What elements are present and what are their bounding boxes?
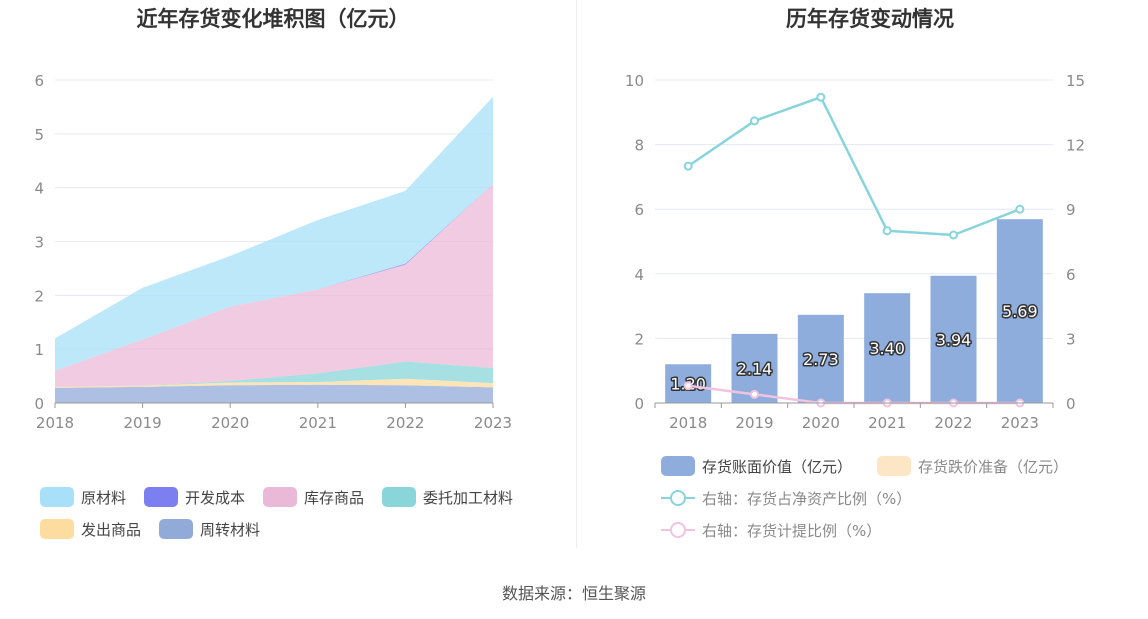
bar-book-value [797, 314, 844, 403]
right-right-y-tick: 15 [1066, 72, 1085, 90]
legend-swatch-shipped_goods[interactable] [40, 519, 74, 539]
legend-marker-line_ratio_asset[interactable] [670, 490, 686, 506]
left-x-tick: 2021 [299, 414, 337, 432]
right-x-tick: 2021 [868, 414, 906, 432]
left-y-tick: 0 [34, 395, 44, 413]
left-x-tick: 2022 [386, 414, 424, 432]
area-raw_material [55, 96, 493, 371]
legend-label-raw_material[interactable]: 原材料 [81, 489, 126, 507]
line-point-line_ratio_asset [683, 161, 693, 171]
legend-swatch-stock_goods[interactable] [263, 487, 297, 507]
bar-value-label: 5.69 [1002, 302, 1038, 321]
data-source-note: 数据来源：恒生聚源 [501, 584, 646, 603]
legend-swatch-dev_cost[interactable] [144, 487, 178, 507]
legend-swatch-outsourced[interactable] [382, 487, 416, 507]
line-line_ratio_asset [687, 95, 1021, 237]
right-right-y-tick: 0 [1066, 395, 1076, 413]
legend-label-shipped_goods[interactable]: 发出商品 [81, 521, 141, 539]
left-y-tick: 1 [34, 341, 44, 359]
legend-label-line_ratio_provision[interactable]: 右轴：存货计提比例（%） [702, 522, 881, 540]
area-outsourced [55, 361, 493, 387]
line-point-line_ratio_provision [750, 389, 759, 399]
legend-label-stock_goods[interactable]: 库存商品 [304, 489, 364, 507]
legend-label-bar_reserve[interactable]: 存货跌价准备（亿元） [918, 458, 1068, 476]
area-shipped_goods [55, 378, 493, 388]
right-left-y-tick: 0 [634, 395, 644, 413]
line-point-line_ratio_asset [949, 230, 958, 240]
line-point-line_ratio_asset [750, 116, 759, 126]
left-chart-title: 近年存货变化堆积图（亿元） [137, 7, 410, 31]
left-y-tick: 3 [34, 234, 44, 252]
legend-label-turnover[interactable]: 周转材料 [200, 521, 260, 539]
line-point-line_ratio_provision [683, 381, 693, 391]
legend-swatch-bar_reserve[interactable] [877, 456, 911, 476]
area-turnover [55, 384, 493, 403]
legend-swatch-raw_material[interactable] [40, 487, 74, 507]
bar-book-value [864, 293, 911, 403]
right-left-y-tick: 2 [634, 330, 644, 348]
legend-label-outsourced[interactable]: 委托加工材料 [423, 489, 513, 507]
bar-value-label: 3.40 [869, 339, 905, 358]
left-x-tick: 2023 [474, 414, 512, 432]
right-right-y-tick: 6 [1066, 266, 1076, 284]
legend-label-bar_book[interactable]: 存货账面价值（亿元） [702, 458, 852, 476]
right-left-y-tick: 6 [634, 201, 644, 219]
legend-swatch-turnover[interactable] [159, 519, 193, 539]
left-y-tick: 2 [34, 287, 44, 305]
right-x-tick: 2020 [802, 414, 840, 432]
right-legend[interactable]: 存货账面价值（亿元） 存货跌价准备（亿元） 右轴：存货占净资产比例（%） 右轴：存货计… [661, 456, 1068, 540]
right-bar-series: 1.202.142.733.403.945.69 [665, 219, 1043, 403]
left-axes: 0 1 2 3 4 5 6 2018 2019 2020 2021 2022 2023 [34, 72, 512, 432]
line-point-line_ratio_asset [816, 92, 826, 102]
right-x-tick: 2019 [735, 414, 773, 432]
left-area-series [55, 96, 493, 403]
right-right-y-tick: 9 [1066, 201, 1076, 219]
right-x-tick: 2018 [669, 414, 707, 432]
bar-value-label: 3.94 [936, 330, 972, 349]
bar-book-value [930, 275, 977, 403]
legend-marker-line_ratio_provision[interactable] [670, 522, 686, 538]
right-grid [655, 79, 1053, 339]
line-point-line_ratio_asset [1015, 204, 1025, 214]
bar-value-label: 2.14 [737, 359, 773, 378]
right-x-tick: 2022 [934, 414, 972, 432]
left-y-tick: 5 [34, 126, 44, 144]
legend-label-dev_cost[interactable]: 开发成本 [185, 489, 245, 507]
right-left-y-tick: 4 [634, 266, 644, 284]
right-right-y-tick: 3 [1066, 330, 1076, 348]
left-y-tick: 6 [34, 72, 44, 90]
area-stock_goods [55, 183, 493, 387]
legend-label-line_ratio_asset[interactable]: 右轴：存货占净资产比例（%） [702, 490, 911, 508]
right-left-y-tick: 10 [625, 72, 644, 90]
right-right-y-tick: 12 [1066, 137, 1085, 155]
bar-book-value [996, 219, 1043, 403]
right-x-tick: 2023 [1001, 414, 1039, 432]
bar-value-label: 2.73 [803, 350, 839, 369]
left-y-tick: 4 [34, 180, 44, 198]
line-point-line_ratio_asset [882, 226, 892, 236]
legend-swatch-bar_book[interactable] [661, 456, 695, 476]
chart-divider [576, 0, 577, 548]
right-left-y-tick: 8 [634, 137, 644, 155]
right-axes: 0 2 4 6 8 10 0 3 6 9 12 15 2018 2019 2020 2021 2022 2023 [625, 72, 1085, 432]
right-chart-title: 历年存货变动情况 [786, 7, 954, 31]
left-x-tick: 2019 [124, 414, 162, 432]
left-x-tick: 2020 [211, 414, 249, 432]
left-x-tick: 2018 [36, 414, 74, 432]
